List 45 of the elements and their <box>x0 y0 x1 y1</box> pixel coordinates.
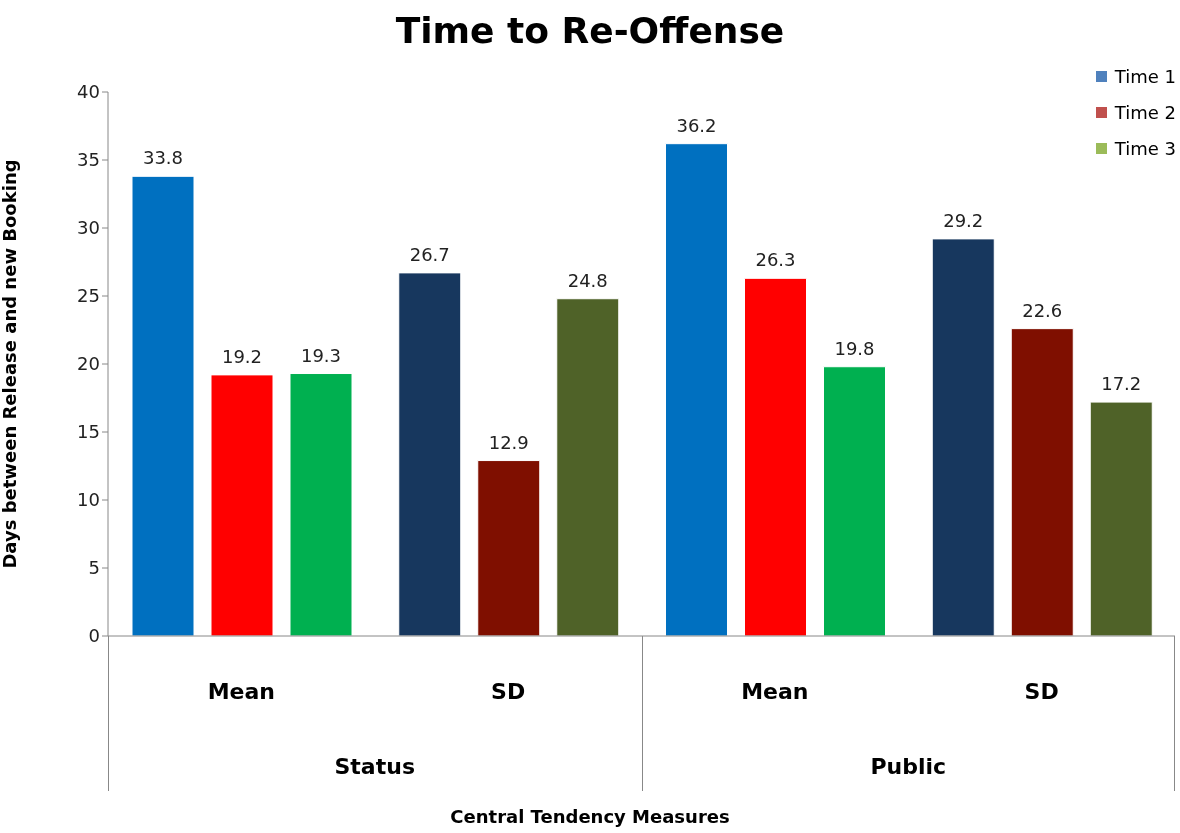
bar <box>1089 401 1153 636</box>
bar <box>1010 328 1074 636</box>
y-tick-label: 30 <box>77 217 100 239</box>
chart-title: Time to Re-Offense <box>394 10 786 51</box>
bar <box>210 374 274 636</box>
y-axis-title: Days between Release and new Booking <box>0 159 21 569</box>
x-tick-label: SD <box>491 679 526 704</box>
bar <box>556 298 620 636</box>
x-tick-label: Mean <box>207 679 276 704</box>
text: Public <box>870 754 947 779</box>
data-label: 29.2 <box>943 209 984 231</box>
y-tick-label: 5 <box>88 557 100 579</box>
data-label: 33.8 <box>142 147 184 169</box>
y-tick-label: 15 <box>77 421 100 443</box>
bar <box>477 460 541 636</box>
text: Status <box>334 754 415 779</box>
data-label: 22.6 <box>1022 299 1063 321</box>
y-tick-label: 35 <box>77 149 100 171</box>
bar <box>398 272 462 636</box>
data-label: 26.3 <box>755 249 796 271</box>
data-label: 12.9 <box>488 431 529 453</box>
data-label: 19.2 <box>221 345 263 367</box>
data-label: 19.8 <box>834 337 875 359</box>
bar <box>931 238 995 636</box>
data-label: 36.2 <box>676 114 717 136</box>
bar <box>131 175 195 636</box>
data-label: 24.8 <box>567 269 608 291</box>
data-label: 19.3 <box>300 344 342 366</box>
bar <box>744 277 808 636</box>
data-label: 17.2 <box>1101 373 1142 395</box>
y-tick-label: 20 <box>77 353 100 375</box>
y-tick-label: 40 <box>77 81 100 103</box>
bar <box>665 143 729 636</box>
text: Time 2 <box>1114 101 1176 123</box>
bar <box>823 366 887 636</box>
text: Time 3 <box>1114 137 1176 159</box>
text: Time 1 <box>1114 65 1176 87</box>
text: Central Tendency Measures <box>449 806 731 827</box>
bar <box>289 373 353 636</box>
x-tick-label: SD <box>1024 679 1059 704</box>
y-tick-label: 0 <box>88 625 100 647</box>
data-label: 26.7 <box>409 243 450 265</box>
y-tick-label: 10 <box>77 489 100 511</box>
x-tick-label: Mean <box>741 679 809 704</box>
y-tick-label: 25 <box>77 285 100 307</box>
